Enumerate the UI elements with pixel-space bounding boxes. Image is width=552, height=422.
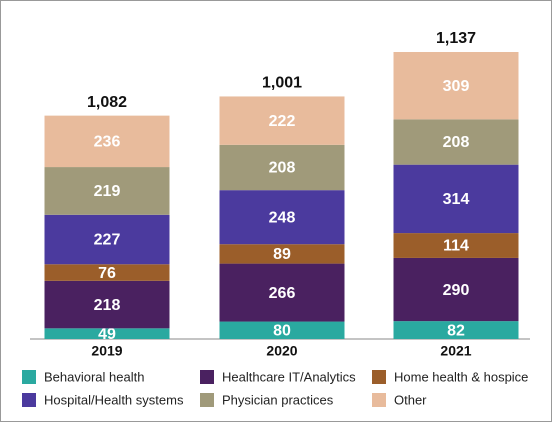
bar-segment [219, 244, 345, 264]
bar-segment [44, 328, 170, 339]
legend-label: Other [394, 392, 427, 407]
legend-swatch [200, 370, 214, 384]
segment-label: 266 [269, 285, 296, 302]
bar-segment [393, 164, 519, 234]
segment-label: 227 [94, 232, 121, 249]
bar-segment [219, 144, 345, 191]
legend-swatch [372, 393, 386, 407]
legend-swatch [22, 370, 36, 384]
legend-label: Hospital/Health systems [44, 392, 184, 407]
bar-segment [44, 115, 170, 168]
segment-label: 49 [98, 326, 116, 343]
bar-segment [393, 52, 519, 120]
total-label: 1,082 [87, 94, 127, 111]
x-tick-label: 2021 [440, 343, 471, 359]
segment-label: 80 [273, 323, 291, 340]
segment-label: 222 [269, 113, 296, 130]
bar-segment [393, 119, 519, 165]
segment-label: 218 [94, 297, 121, 314]
legend-label: Behavioral health [44, 369, 144, 384]
segment-label: 309 [443, 78, 470, 95]
x-tick-label: 2020 [266, 343, 297, 359]
bar-segment [393, 321, 519, 339]
segment-label: 82 [447, 322, 465, 339]
bar-segment [393, 233, 519, 258]
segment-label: 76 [98, 265, 116, 282]
legend-label: Healthcare IT/Analytics [222, 369, 356, 384]
bar-segment [44, 264, 170, 281]
segment-label: 208 [269, 160, 296, 177]
segment-label: 208 [443, 134, 470, 151]
segment-label: 290 [443, 282, 470, 299]
segment-label: 219 [94, 183, 121, 200]
legend-label: Home health & hospice [394, 369, 528, 384]
bar-segment [44, 167, 170, 215]
bar-segment [219, 190, 345, 245]
segment-label: 89 [273, 246, 291, 263]
legend-swatch [372, 370, 386, 384]
bar-segment [44, 214, 170, 265]
legend-label: Physician practices [222, 392, 334, 407]
legend-swatch [22, 393, 36, 407]
bar-segment [44, 280, 170, 329]
bar-segment [219, 263, 345, 322]
bar-segment [219, 321, 345, 339]
x-tick-label: 2019 [91, 343, 122, 359]
total-label: 1,137 [436, 30, 476, 47]
total-label: 1,001 [262, 75, 302, 92]
segment-label: 114 [443, 238, 469, 255]
bar-segment [393, 257, 519, 322]
segment-label: 236 [94, 134, 121, 151]
legend-swatch [200, 393, 214, 407]
segment-label: 314 [443, 191, 470, 208]
segment-label: 248 [269, 209, 296, 226]
bar-segment [219, 96, 345, 145]
